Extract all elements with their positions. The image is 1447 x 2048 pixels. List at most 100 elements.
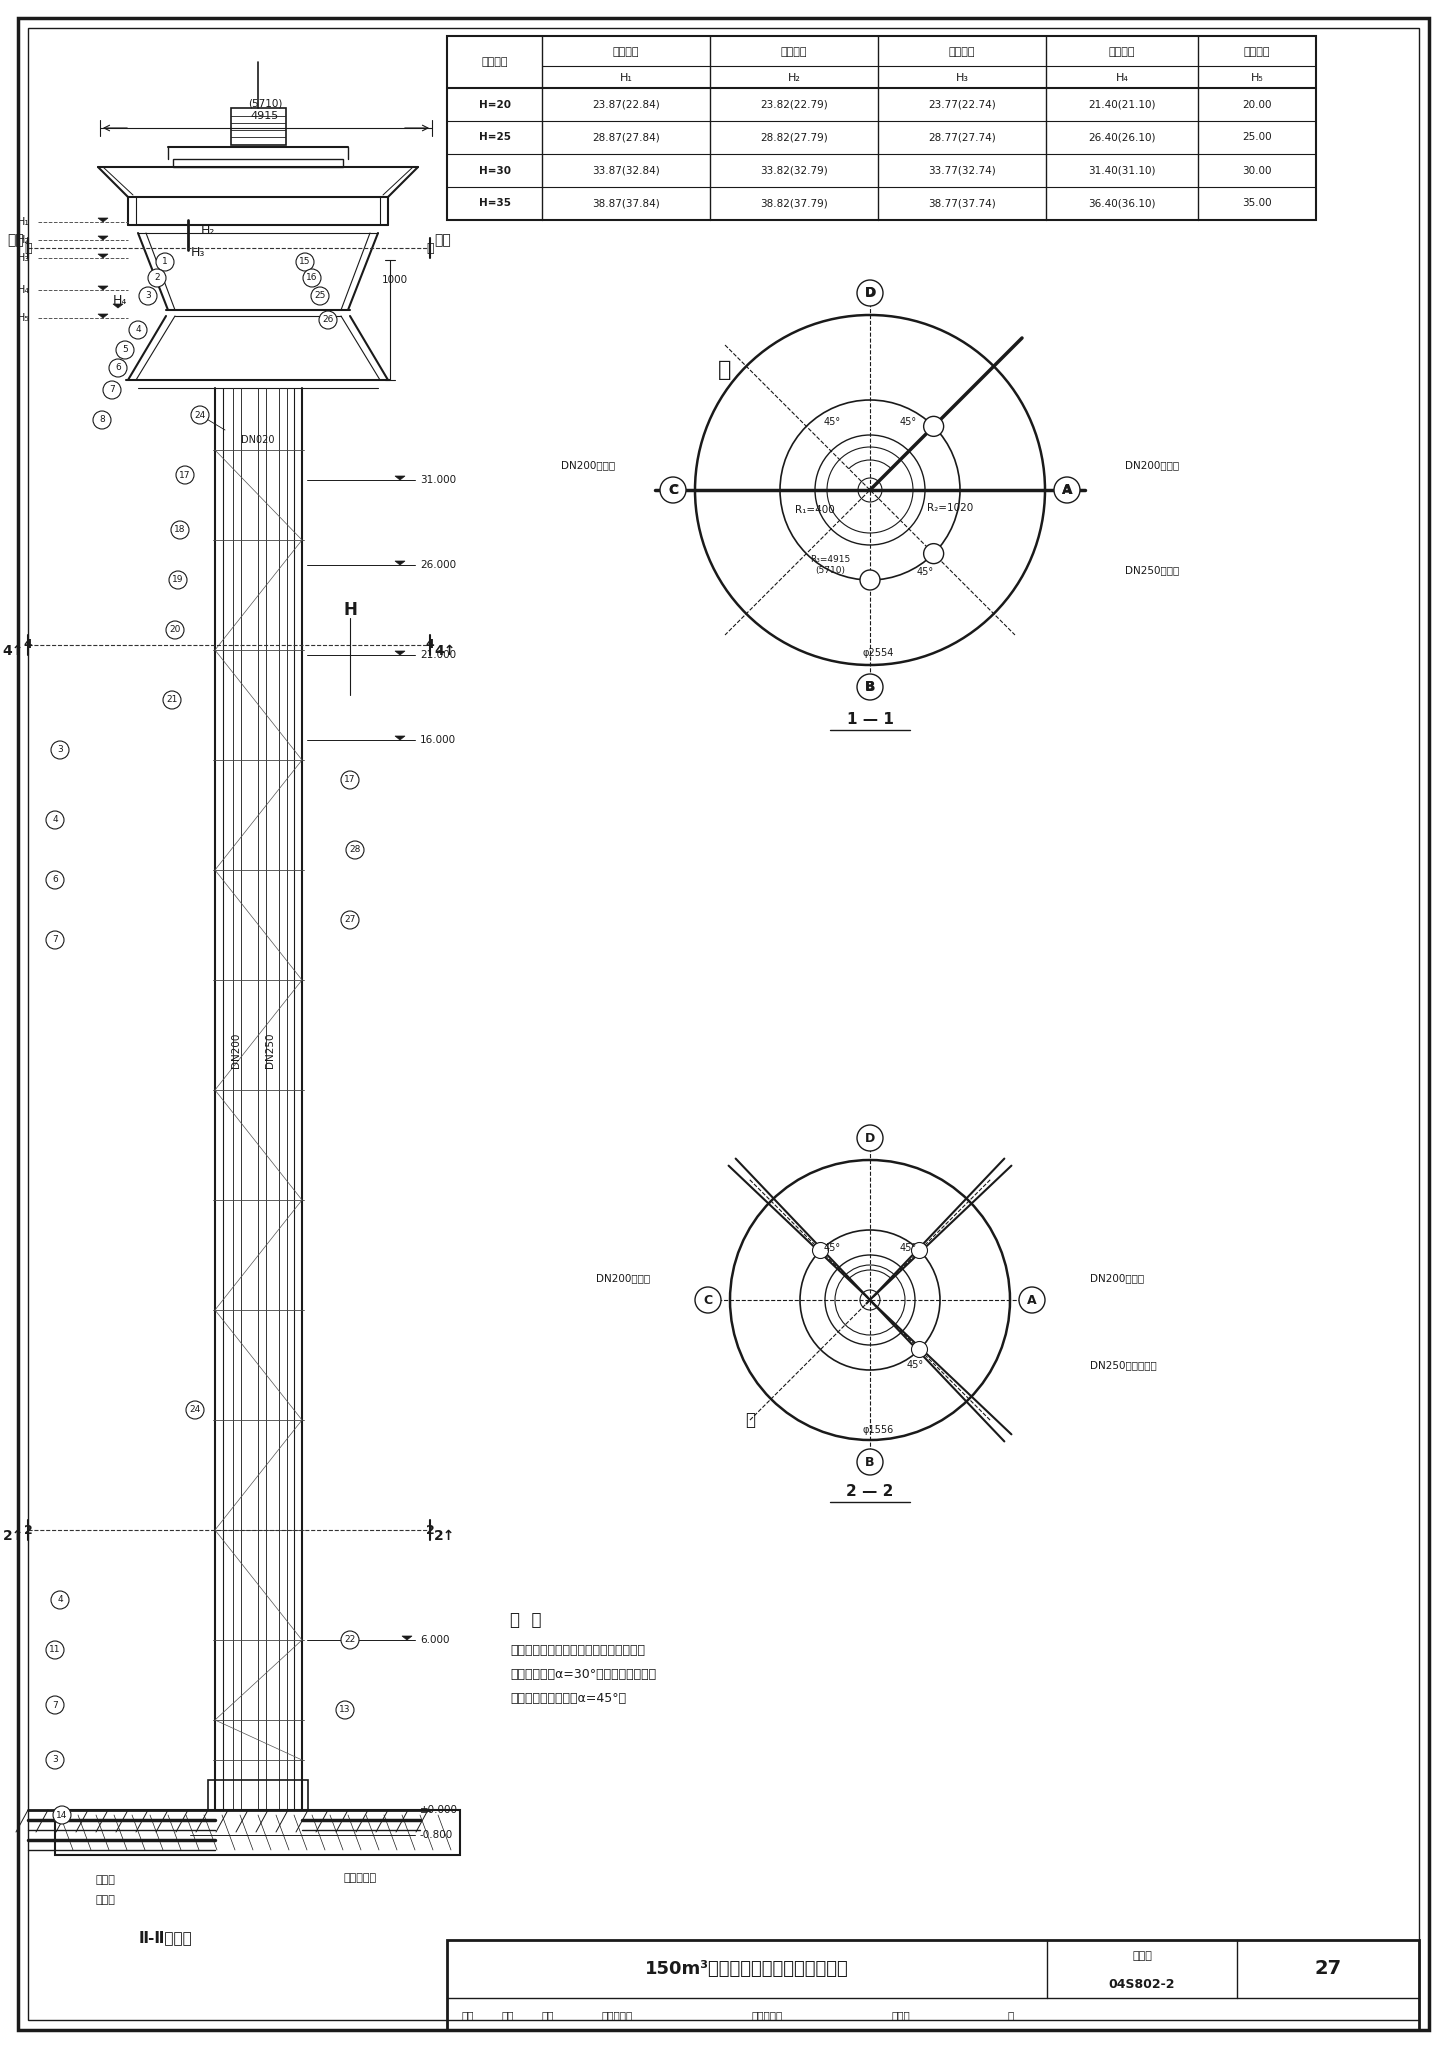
Text: 150m³水塔管道安装图（三管方案）: 150m³水塔管道安装图（三管方案） [645, 1960, 849, 1978]
Text: D: D [865, 287, 875, 299]
Text: 水笱下锥壳水平值角α=45°。: 水笱下锥壳水平值角α=45°。 [509, 1692, 627, 1704]
Text: 4915: 4915 [250, 111, 279, 121]
Text: DN250溢、渔水管: DN250溢、渔水管 [1090, 1360, 1156, 1370]
Text: 丌: 丌 [745, 1411, 755, 1430]
Circle shape [54, 1806, 71, 1825]
Text: R₂=1020: R₂=1020 [928, 504, 974, 512]
Text: 4: 4 [135, 326, 140, 334]
Polygon shape [395, 651, 405, 655]
Text: 31.40(31.10): 31.40(31.10) [1088, 166, 1156, 176]
Text: 6: 6 [52, 874, 58, 885]
Text: R₃=4915
(5710): R₃=4915 (5710) [810, 555, 851, 575]
Text: φ2554: φ2554 [862, 647, 894, 657]
Circle shape [857, 674, 883, 700]
Text: 27: 27 [344, 915, 356, 924]
Circle shape [169, 571, 187, 590]
Text: 溢、渔水管: 溢、渔水管 [343, 1874, 376, 1882]
Text: A: A [1062, 483, 1072, 496]
Text: H=35: H=35 [479, 199, 511, 209]
Text: 17: 17 [344, 776, 356, 784]
Text: 45°: 45° [900, 418, 916, 426]
Text: H₃: H₃ [191, 246, 205, 258]
Text: H₅: H₅ [1250, 74, 1263, 84]
Text: DN200: DN200 [232, 1032, 242, 1067]
Bar [208, 1780, 308, 1810]
Text: 丌: 丌 [718, 360, 732, 381]
Text: 页: 页 [1007, 2009, 1013, 2019]
Text: -0.800: -0.800 [420, 1831, 453, 1839]
Text: 本图中两个尺寸者括号内的适用于水笱下: 本图中两个尺寸者括号内的适用于水笱下 [509, 1642, 645, 1657]
Text: 23.77(22.74): 23.77(22.74) [928, 100, 996, 109]
Text: 13: 13 [339, 1706, 350, 1714]
Circle shape [318, 311, 337, 330]
Circle shape [129, 322, 148, 340]
Circle shape [336, 1702, 355, 1718]
Text: 3: 3 [52, 1755, 58, 1765]
Text: DN200进水管: DN200进水管 [596, 1274, 650, 1282]
Text: 7: 7 [109, 385, 114, 395]
Text: 2↑: 2↑ [434, 1530, 456, 1542]
Text: 17: 17 [179, 471, 191, 479]
Text: 14: 14 [56, 1810, 68, 1819]
Text: H: H [343, 600, 357, 618]
Text: H₃: H₃ [17, 254, 30, 262]
Text: 3: 3 [145, 291, 150, 301]
Text: 说  明: 说 明 [509, 1612, 541, 1628]
Text: 18: 18 [174, 526, 185, 535]
Text: H=20: H=20 [479, 100, 511, 109]
Circle shape [148, 268, 166, 287]
Text: 最低水位: 最低水位 [1244, 47, 1270, 57]
Text: 2↑: 2↑ [3, 1530, 25, 1542]
Circle shape [857, 1124, 883, 1151]
Circle shape [139, 287, 158, 305]
Text: 设计苏晓林: 设计苏晓林 [752, 2009, 783, 2019]
Text: DN020: DN020 [242, 434, 275, 444]
Text: 36.40(36.10): 36.40(36.10) [1088, 199, 1156, 209]
Text: 校对费依根: 校对费依根 [602, 2009, 634, 2019]
Polygon shape [395, 561, 405, 565]
Text: 4: 4 [58, 1595, 62, 1604]
Text: 38.82(37.79): 38.82(37.79) [760, 199, 828, 209]
Text: 1: 1 [162, 258, 168, 266]
Polygon shape [402, 1636, 412, 1640]
Text: 19: 19 [172, 575, 184, 584]
Circle shape [912, 1341, 928, 1358]
Text: 28: 28 [349, 846, 360, 854]
Text: C: C [703, 1294, 712, 1307]
Text: 11: 11 [49, 1645, 61, 1655]
Text: 45°: 45° [823, 1243, 841, 1253]
Text: 31.000: 31.000 [420, 475, 456, 485]
Polygon shape [98, 313, 109, 317]
Text: 3: 3 [56, 745, 62, 754]
Circle shape [341, 911, 359, 930]
Text: 2: 2 [23, 1524, 32, 1536]
Text: 28.77(27.74): 28.77(27.74) [928, 133, 996, 143]
Text: 2: 2 [425, 1524, 434, 1536]
Text: H₃: H₃ [955, 74, 968, 84]
Text: 26.000: 26.000 [420, 559, 456, 569]
Text: 24: 24 [194, 410, 205, 420]
Text: 35.00: 35.00 [1242, 199, 1272, 209]
Text: 45°: 45° [916, 567, 933, 578]
Circle shape [857, 1450, 883, 1475]
Circle shape [923, 416, 943, 436]
Text: 25.00: 25.00 [1242, 133, 1272, 143]
Text: B: B [865, 1456, 875, 1468]
Text: 4↑: 4↑ [3, 643, 25, 657]
Text: 锥壳水平值角α=30°，括号外的适用于: 锥壳水平值角α=30°，括号外的适用于 [509, 1667, 655, 1681]
Circle shape [51, 741, 69, 760]
Text: 6: 6 [116, 362, 122, 373]
Text: 1 — 1: 1 — 1 [846, 713, 893, 727]
Circle shape [46, 1696, 64, 1714]
Text: 33.77(32.74): 33.77(32.74) [928, 166, 996, 176]
Text: φ1556: φ1556 [862, 1425, 894, 1436]
Text: (5710): (5710) [247, 98, 282, 109]
Circle shape [46, 811, 64, 829]
Text: C: C [669, 483, 679, 498]
Circle shape [297, 254, 314, 270]
Text: 45°: 45° [900, 1243, 916, 1253]
Text: 7: 7 [52, 1700, 58, 1710]
Text: 丁: 丁 [25, 242, 32, 254]
Circle shape [1053, 477, 1079, 504]
Circle shape [346, 842, 365, 858]
